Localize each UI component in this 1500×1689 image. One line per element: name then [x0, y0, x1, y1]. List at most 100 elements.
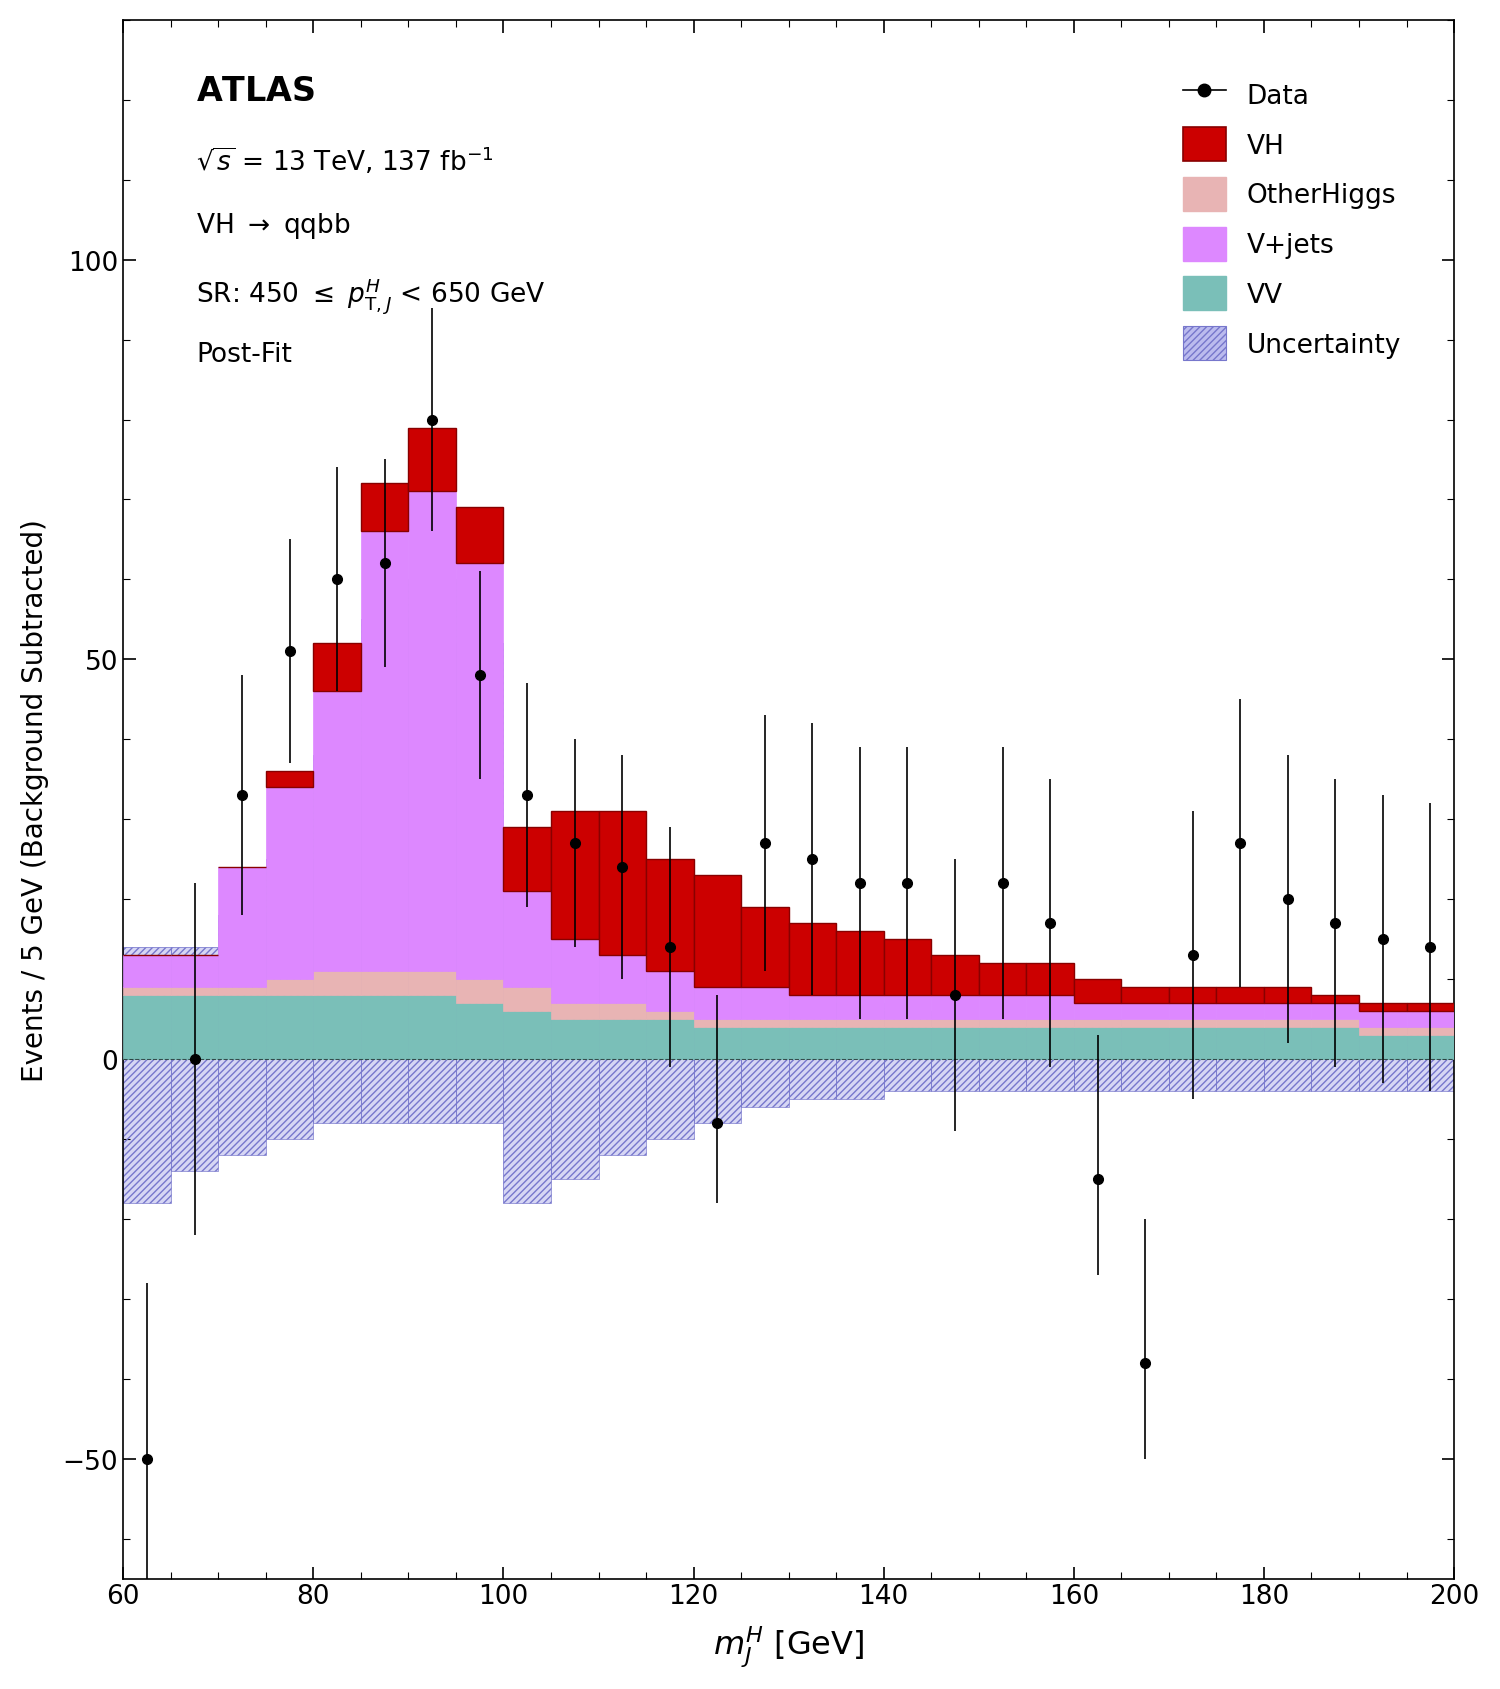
- Bar: [978, 1020, 1026, 1091]
- Bar: [741, 1020, 789, 1027]
- Bar: [598, 956, 646, 1003]
- Bar: [314, 692, 362, 971]
- Bar: [1168, 988, 1216, 1003]
- Bar: [123, 995, 171, 1059]
- Bar: [266, 980, 314, 995]
- Bar: [362, 532, 408, 971]
- Bar: [1311, 1020, 1359, 1027]
- Bar: [1264, 1027, 1311, 1091]
- Bar: [504, 1012, 550, 1059]
- Text: Post-Fit: Post-Fit: [196, 341, 292, 368]
- Bar: [598, 915, 646, 1155]
- Bar: [456, 564, 504, 980]
- Bar: [598, 812, 646, 956]
- Bar: [1168, 1003, 1216, 1020]
- Bar: [504, 828, 550, 892]
- Bar: [456, 644, 504, 1123]
- Bar: [123, 948, 171, 1203]
- Bar: [836, 1027, 884, 1059]
- Text: $\sqrt{s}$ = 13 TeV, 137 fb$^{-1}$: $\sqrt{s}$ = 13 TeV, 137 fb$^{-1}$: [196, 145, 494, 177]
- Bar: [693, 875, 741, 988]
- Bar: [219, 868, 266, 988]
- Bar: [1026, 995, 1074, 1020]
- X-axis label: $m_{J}^{H}$ [GeV]: $m_{J}^{H}$ [GeV]: [712, 1623, 864, 1669]
- Bar: [1216, 1027, 1264, 1091]
- Bar: [550, 1020, 598, 1059]
- Bar: [884, 939, 932, 995]
- Bar: [362, 485, 408, 532]
- Bar: [1074, 1003, 1122, 1020]
- Bar: [550, 812, 598, 939]
- Bar: [646, 1012, 693, 1020]
- Bar: [456, 980, 504, 1003]
- Bar: [789, 995, 836, 1100]
- Bar: [1311, 995, 1359, 1003]
- Bar: [646, 971, 693, 1012]
- Bar: [550, 939, 598, 1003]
- Bar: [1264, 1027, 1311, 1059]
- Bar: [266, 995, 314, 1059]
- Bar: [741, 980, 789, 1108]
- Bar: [408, 491, 456, 971]
- Bar: [123, 956, 171, 988]
- Bar: [598, 1003, 646, 1020]
- Bar: [314, 971, 362, 995]
- Bar: [1122, 1027, 1168, 1091]
- Bar: [1216, 1027, 1264, 1091]
- Bar: [456, 508, 504, 564]
- Bar: [1026, 963, 1074, 995]
- Bar: [171, 948, 219, 1170]
- Bar: [836, 932, 884, 995]
- Bar: [123, 988, 171, 995]
- Bar: [932, 1020, 978, 1091]
- Bar: [741, 907, 789, 988]
- Bar: [1216, 1003, 1264, 1020]
- Bar: [932, 995, 978, 1020]
- Bar: [1216, 988, 1264, 1003]
- Bar: [598, 1020, 646, 1059]
- Bar: [598, 915, 646, 1155]
- Bar: [1168, 1027, 1216, 1059]
- Bar: [1359, 1035, 1407, 1059]
- Bar: [408, 971, 456, 995]
- Bar: [836, 1003, 884, 1100]
- Bar: [1407, 1035, 1454, 1059]
- Bar: [789, 1020, 836, 1027]
- Bar: [408, 579, 456, 1123]
- Bar: [362, 971, 408, 995]
- Bar: [314, 995, 362, 1059]
- Bar: [693, 1020, 741, 1027]
- Text: VH $\rightarrow$ qqbb: VH $\rightarrow$ qqbb: [196, 211, 351, 242]
- Bar: [1311, 1027, 1359, 1091]
- Legend: Data, VH, OtherHiggs, V+jets, VV, Uncertainty: Data, VH, OtherHiggs, V+jets, VV, Uncert…: [1170, 66, 1414, 373]
- Bar: [362, 620, 408, 1123]
- Bar: [932, 1027, 978, 1059]
- Bar: [1026, 1020, 1074, 1091]
- Bar: [1264, 1003, 1311, 1020]
- Bar: [693, 1027, 741, 1059]
- Bar: [1359, 1003, 1407, 1012]
- Bar: [1074, 980, 1122, 1003]
- Bar: [1311, 1027, 1359, 1059]
- Bar: [1122, 1027, 1168, 1059]
- Bar: [646, 860, 693, 971]
- Bar: [1026, 1027, 1074, 1059]
- Bar: [504, 836, 550, 1203]
- Bar: [266, 787, 314, 980]
- Bar: [1168, 1027, 1216, 1091]
- Bar: [646, 939, 693, 1140]
- Bar: [1122, 1027, 1168, 1091]
- Bar: [789, 1027, 836, 1059]
- Bar: [266, 772, 314, 787]
- Bar: [408, 429, 456, 491]
- Bar: [1407, 1012, 1454, 1027]
- Bar: [789, 995, 836, 1100]
- Bar: [741, 1027, 789, 1059]
- Y-axis label: Events / 5 GeV (Background Subtracted): Events / 5 GeV (Background Subtracted): [21, 519, 50, 1081]
- Bar: [219, 988, 266, 995]
- Bar: [884, 1012, 932, 1091]
- Bar: [314, 755, 362, 1123]
- Bar: [171, 956, 219, 988]
- Bar: [693, 988, 741, 1020]
- Bar: [978, 1020, 1026, 1027]
